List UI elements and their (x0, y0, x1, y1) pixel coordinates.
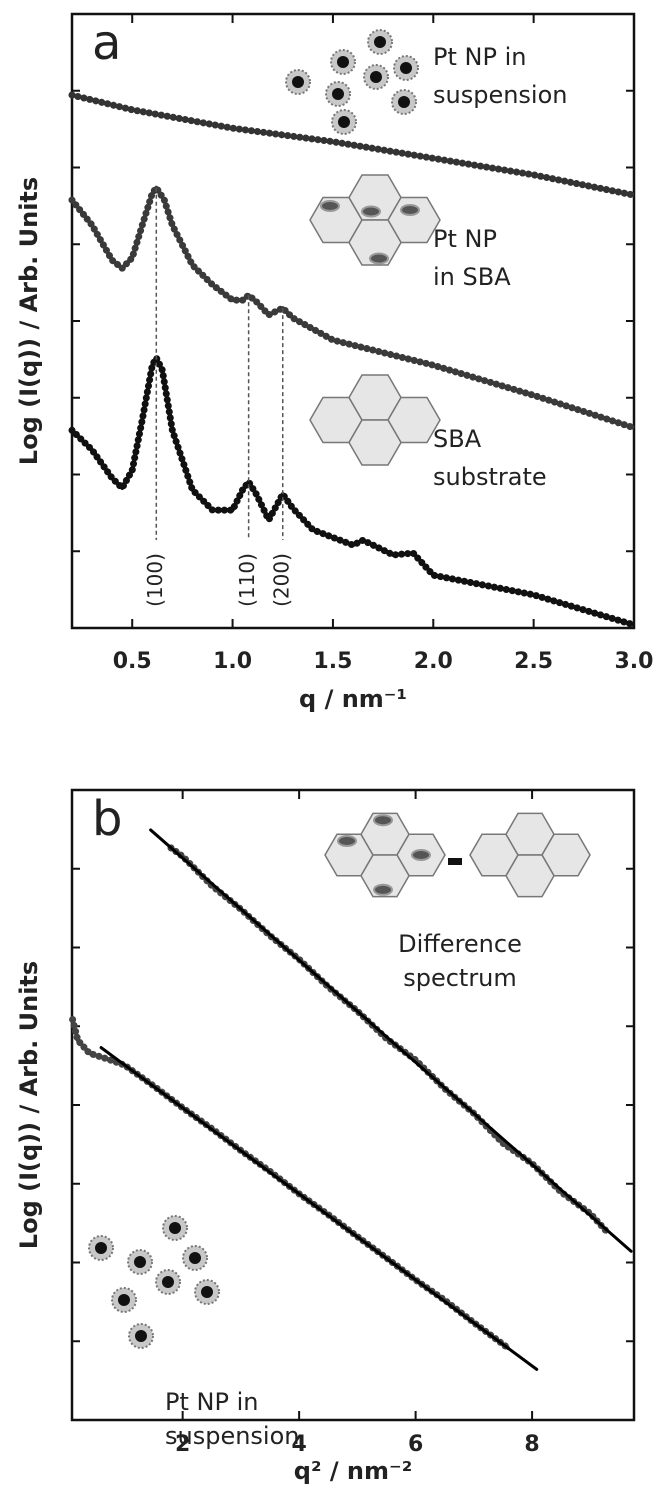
particle-core (337, 56, 349, 68)
data-curve-core (70, 185, 635, 430)
annotation: Pt NP in (433, 43, 526, 71)
particle-core (292, 76, 304, 88)
x-tick-label: 2.5 (514, 649, 553, 674)
x-tick-label: 4 (291, 1432, 306, 1457)
annotation: SBA (433, 425, 482, 453)
annotation: in SBA (433, 263, 511, 291)
x-tick-label: 3.0 (615, 649, 654, 674)
annotation: suspension (165, 1422, 300, 1450)
particle-core (398, 96, 410, 108)
x-tick-label: 8 (524, 1432, 539, 1457)
peak-label: (200) (269, 553, 293, 607)
x-tick-label: 1.5 (313, 649, 352, 674)
annotation: Difference (398, 930, 522, 958)
annotation: substrate (433, 463, 547, 491)
particle-core (370, 71, 382, 83)
peak-label: (110) (235, 553, 259, 607)
fit-line (99, 1046, 539, 1371)
particle-core (169, 1222, 181, 1234)
panel-label: a (92, 15, 121, 71)
y-axis-label: Log (I(q)) / Arb. Units (15, 177, 43, 465)
annotation: suspension (433, 81, 568, 109)
particle-core (118, 1294, 130, 1306)
pore-particle (400, 204, 420, 216)
pore-particle (411, 849, 431, 861)
x-tick-label: 0.5 (113, 649, 152, 674)
particle-core (374, 36, 386, 48)
particle-core (135, 1330, 147, 1342)
x-tick-label: 1.0 (213, 649, 252, 674)
particle-core (400, 62, 412, 74)
particle-core (332, 88, 344, 100)
pore-particle (369, 252, 389, 265)
x-axis-label: q / nm⁻¹ (299, 685, 407, 713)
pore-particle (373, 814, 393, 827)
particle-core (134, 1256, 146, 1268)
hexagon (348, 219, 402, 266)
data-curve-core (70, 355, 635, 627)
particle-core (189, 1252, 201, 1264)
fit-line (149, 828, 633, 1253)
pore-particle (361, 205, 381, 218)
x-tick-label: 6 (408, 1432, 423, 1457)
peak-label: (100) (143, 553, 167, 607)
pore-particle (337, 835, 357, 847)
annotation: Pt NP (433, 225, 497, 253)
y-axis-label: Log (I(q)) / Arb. Units (15, 961, 43, 1249)
x-axis-label: q² / nm⁻² (294, 1457, 412, 1485)
x-tick-label: 2 (175, 1432, 190, 1457)
particle-core (338, 116, 350, 128)
hexagon (348, 419, 402, 466)
panel-label: b (92, 791, 122, 847)
particle-core (95, 1242, 107, 1254)
particle-core (162, 1276, 174, 1288)
pore-particle (373, 883, 393, 896)
annotation: Pt NP in (165, 1388, 258, 1416)
x-tick-label: 2.0 (414, 649, 453, 674)
annotation: spectrum (403, 964, 517, 992)
pore-particle (320, 200, 340, 212)
hexagon (505, 854, 555, 898)
hexagon (360, 854, 410, 898)
data-curve-core (71, 93, 635, 198)
particle-core (201, 1286, 213, 1298)
minus-sign (448, 858, 462, 865)
